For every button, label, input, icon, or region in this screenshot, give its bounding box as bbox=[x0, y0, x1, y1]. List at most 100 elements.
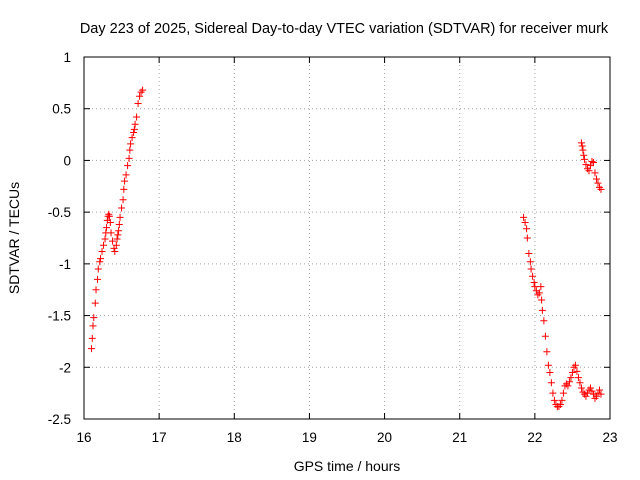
data-point bbox=[594, 179, 602, 187]
data-point bbox=[586, 162, 594, 170]
data-point bbox=[94, 275, 102, 283]
data-point bbox=[582, 161, 590, 169]
data-point bbox=[124, 162, 132, 170]
data-point bbox=[547, 379, 555, 387]
data-point bbox=[127, 140, 135, 148]
data-point bbox=[595, 386, 603, 394]
data-point bbox=[90, 314, 98, 322]
data-point bbox=[94, 265, 102, 273]
data-point bbox=[540, 317, 548, 325]
y-tick-label: -1.5 bbox=[48, 309, 71, 324]
data-point bbox=[594, 389, 602, 397]
data-point bbox=[556, 401, 564, 409]
data-point bbox=[531, 283, 539, 291]
data-point bbox=[573, 367, 581, 375]
axis-ticks bbox=[83, 56, 611, 420]
data-point bbox=[574, 374, 582, 382]
data-point bbox=[530, 278, 538, 286]
data-point bbox=[106, 212, 114, 220]
data-point bbox=[139, 86, 147, 94]
data-point bbox=[119, 196, 127, 204]
data-point bbox=[568, 368, 576, 376]
x-axis-label: GPS time / hours bbox=[294, 458, 401, 474]
data-point bbox=[111, 247, 119, 255]
data-point bbox=[116, 213, 124, 221]
data-point bbox=[588, 157, 596, 165]
data-point bbox=[576, 379, 584, 387]
data-point bbox=[591, 169, 599, 177]
data-point bbox=[125, 154, 133, 162]
data-point bbox=[541, 332, 549, 340]
data-point bbox=[578, 142, 586, 150]
data-point bbox=[550, 396, 558, 404]
data-point bbox=[546, 368, 554, 376]
x-tick-label: 23 bbox=[602, 430, 617, 445]
x-tick-label: 22 bbox=[527, 430, 542, 445]
data-point bbox=[107, 229, 115, 237]
data-point bbox=[525, 250, 533, 258]
data-point bbox=[577, 384, 585, 392]
x-tick-label: 19 bbox=[302, 430, 317, 445]
data-point bbox=[88, 334, 96, 342]
data-point bbox=[588, 387, 596, 395]
data-point bbox=[580, 151, 588, 159]
data-point bbox=[592, 392, 600, 400]
data-point bbox=[88, 345, 96, 353]
data-point bbox=[582, 392, 590, 400]
data-point bbox=[100, 241, 108, 249]
grid-lines bbox=[84, 57, 610, 419]
data-point bbox=[526, 258, 534, 266]
data-point bbox=[583, 389, 591, 397]
data-point bbox=[597, 185, 605, 193]
data-point bbox=[523, 225, 531, 233]
data-point bbox=[130, 129, 138, 137]
data-point bbox=[567, 374, 575, 382]
data-point bbox=[115, 221, 123, 229]
data-point bbox=[543, 348, 551, 356]
data-point bbox=[558, 396, 566, 404]
data-point bbox=[120, 185, 128, 193]
data-point bbox=[580, 155, 588, 163]
data-point bbox=[113, 235, 121, 243]
x-tick-label: 20 bbox=[377, 430, 392, 445]
data-points bbox=[88, 86, 605, 411]
data-point bbox=[577, 139, 585, 147]
x-tick-label: 21 bbox=[452, 430, 467, 445]
y-tick-label: 1 bbox=[63, 50, 71, 65]
data-point bbox=[91, 299, 99, 307]
data-point bbox=[136, 92, 144, 100]
data-point bbox=[103, 224, 111, 232]
data-point bbox=[98, 247, 106, 255]
data-point bbox=[115, 227, 123, 235]
data-point bbox=[589, 158, 597, 166]
data-point bbox=[544, 361, 552, 369]
data-point bbox=[112, 241, 120, 249]
data-point bbox=[101, 235, 109, 243]
data-point bbox=[109, 237, 117, 245]
x-tick-label: 17 bbox=[152, 430, 167, 445]
chart-title: Day 223 of 2025, Sidereal Day-to-day VTE… bbox=[80, 21, 609, 37]
data-point bbox=[585, 167, 593, 175]
data-point bbox=[538, 306, 546, 314]
data-point bbox=[597, 390, 605, 398]
data-point bbox=[529, 272, 537, 280]
data-point bbox=[128, 134, 136, 142]
data-point bbox=[538, 296, 546, 304]
data-point bbox=[549, 389, 557, 397]
y-tick-labels: 1 0.5 0 -0.5 -1 -1.5 -2 -2.5 bbox=[48, 50, 71, 427]
data-point bbox=[133, 113, 141, 121]
y-tick-label: 0.5 bbox=[52, 102, 71, 117]
y-tick-label: 0 bbox=[63, 153, 71, 168]
data-point bbox=[559, 389, 567, 397]
y-axis-label: SDTVAR / TECUs bbox=[6, 182, 22, 294]
data-point bbox=[537, 283, 545, 291]
data-point bbox=[535, 289, 543, 297]
x-tick-label: 18 bbox=[227, 430, 242, 445]
data-point bbox=[131, 120, 139, 128]
x-tick-labels: 16 17 18 19 20 21 22 23 bbox=[76, 430, 617, 445]
y-tick-label: -1 bbox=[59, 257, 71, 272]
data-point bbox=[521, 218, 529, 226]
data-point bbox=[579, 146, 587, 154]
data-point bbox=[134, 100, 142, 108]
